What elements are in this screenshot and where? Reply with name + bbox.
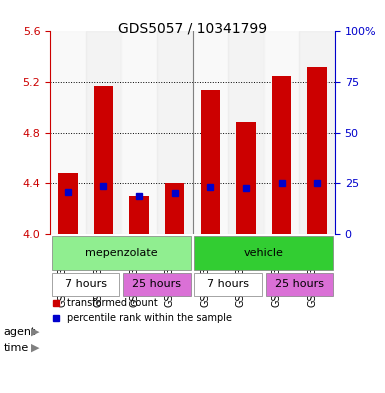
Text: vehicle: vehicle bbox=[244, 248, 284, 258]
Text: GDS5057 / 10341799: GDS5057 / 10341799 bbox=[118, 22, 267, 36]
Text: mepenzolate: mepenzolate bbox=[85, 248, 157, 258]
Text: agent: agent bbox=[4, 327, 36, 337]
FancyBboxPatch shape bbox=[52, 273, 119, 296]
FancyBboxPatch shape bbox=[52, 236, 191, 270]
Text: ▶: ▶ bbox=[31, 327, 39, 337]
Bar bbox=[192, 31, 228, 234]
Bar bbox=[228, 31, 264, 234]
Bar bbox=[157, 31, 192, 234]
Text: percentile rank within the sample: percentile rank within the sample bbox=[67, 314, 232, 323]
FancyBboxPatch shape bbox=[194, 236, 333, 270]
Bar bbox=[121, 31, 157, 234]
Text: 25 hours: 25 hours bbox=[275, 279, 324, 289]
Text: 7 hours: 7 hours bbox=[65, 279, 107, 289]
Bar bbox=[129, 196, 149, 234]
Bar bbox=[272, 76, 291, 234]
Bar bbox=[264, 31, 300, 234]
Bar bbox=[307, 67, 327, 234]
Bar bbox=[201, 90, 220, 234]
FancyBboxPatch shape bbox=[266, 273, 333, 296]
Bar bbox=[50, 31, 85, 234]
Text: 25 hours: 25 hours bbox=[132, 279, 181, 289]
Text: ▶: ▶ bbox=[31, 343, 39, 353]
Text: transformed count: transformed count bbox=[67, 298, 158, 308]
Text: 7 hours: 7 hours bbox=[207, 279, 249, 289]
Text: time: time bbox=[4, 343, 29, 353]
Bar bbox=[94, 86, 113, 234]
FancyBboxPatch shape bbox=[123, 273, 191, 296]
Bar bbox=[165, 183, 184, 234]
Bar bbox=[85, 31, 121, 234]
Bar bbox=[300, 31, 335, 234]
Bar bbox=[236, 123, 256, 234]
Bar bbox=[58, 173, 78, 234]
FancyBboxPatch shape bbox=[194, 273, 262, 296]
